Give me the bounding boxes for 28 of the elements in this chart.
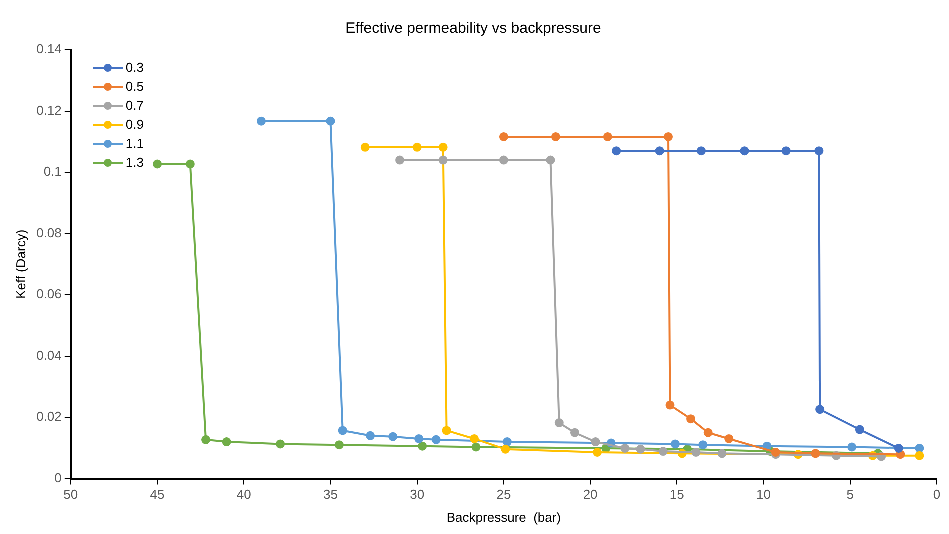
x-tick-label: 10 <box>756 487 772 502</box>
legend-label: 0.5 <box>126 79 144 94</box>
x-tick-label: 30 <box>410 487 425 502</box>
y-tick-label: 0.02 <box>36 409 62 424</box>
legend-label: 0.7 <box>126 98 144 113</box>
x-tick-label: 25 <box>496 487 512 502</box>
y-tick-label: 0.06 <box>36 286 62 302</box>
x-tick-label: 40 <box>236 487 252 502</box>
x-tick-label: 0 <box>933 487 941 502</box>
x-tick-label: 35 <box>323 487 338 502</box>
legend-label: 1.1 <box>126 136 144 151</box>
x-tick-label: 15 <box>670 487 684 502</box>
y-tick-label: 0.12 <box>36 102 62 118</box>
y-tick-label: 0.08 <box>36 225 62 240</box>
y-tick-label: 0.04 <box>36 348 62 363</box>
x-tick-label: 50 <box>64 487 78 502</box>
x-tick-label: 5 <box>846 487 854 502</box>
legend-label: 0.3 <box>126 60 144 75</box>
x-axis-title: Backpressure (bar) <box>446 510 562 525</box>
y-tick-label: 0 <box>54 470 62 486</box>
legend-label: 1.3 <box>126 155 144 170</box>
legend-label: 0.9 <box>126 117 144 132</box>
y-tick-label: 0.1 <box>44 164 62 180</box>
y-tick-label: 0.14 <box>36 42 62 57</box>
x-tick-label: 20 <box>583 487 598 502</box>
x-tick-label: 45 <box>150 487 165 502</box>
chart-title: Effective permeability vs backpressure <box>346 20 602 38</box>
y-axis-title: Keff (Darcy) <box>13 230 28 299</box>
